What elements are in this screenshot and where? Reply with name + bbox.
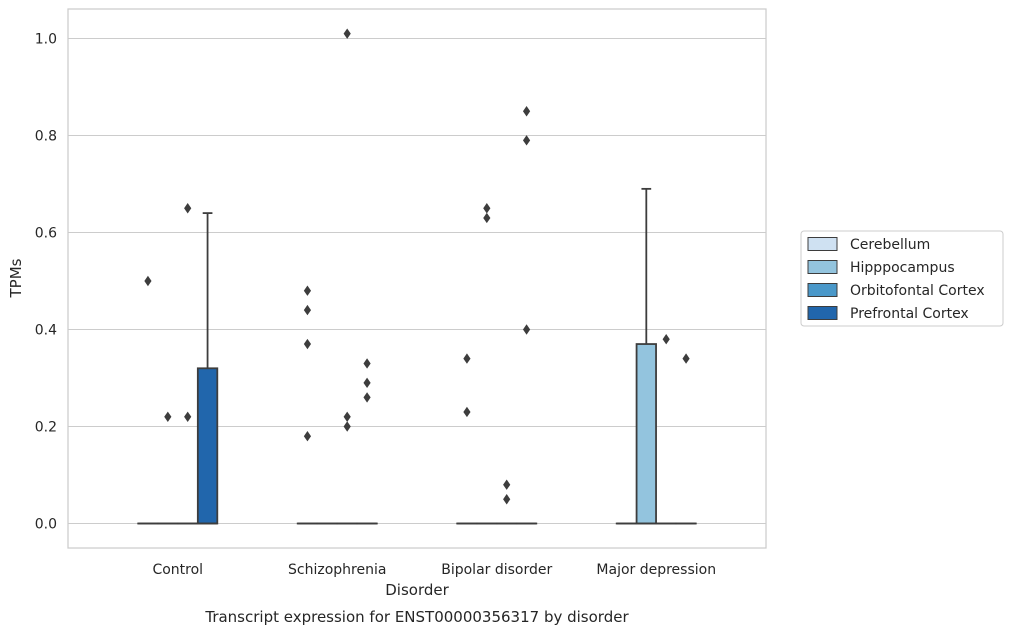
box-body bbox=[635, 343, 657, 525]
y-tick-label: 0.6 bbox=[35, 226, 57, 242]
legend-entry-label: Prefrontal Cortex bbox=[850, 306, 969, 322]
legend-entry-label: Cerebellum bbox=[850, 237, 930, 253]
box-orbitofontal-cortex bbox=[655, 334, 677, 525]
y-tick-label: 0.2 bbox=[35, 420, 57, 436]
box-body bbox=[196, 367, 219, 525]
box-orbitofontal-cortex bbox=[177, 203, 199, 525]
y-axis-label: TPMs bbox=[7, 258, 25, 298]
outlier-point bbox=[343, 411, 351, 422]
outlier-point bbox=[184, 411, 192, 422]
legend-swatch bbox=[807, 260, 838, 274]
outlier-point bbox=[303, 431, 312, 442]
outlier-point bbox=[164, 411, 172, 422]
legend-entry-label: Orbitofontal Cortex bbox=[850, 283, 985, 299]
y-tick-label: 0.8 bbox=[35, 129, 57, 145]
box-prefrontal-cortex bbox=[356, 358, 378, 525]
box-hipppocampus bbox=[635, 187, 657, 525]
box-cerebellum bbox=[456, 353, 478, 525]
chart-caption: Transcript expression for ENST0000035631… bbox=[204, 608, 629, 626]
outlier-point bbox=[363, 358, 371, 369]
box-prefrontal-cortex bbox=[196, 212, 219, 525]
outlier-point bbox=[522, 106, 531, 117]
tick-labels: 0.0 0.2 0.4 0.6 0.8 1.0 Control Schizophrenia Bi… bbox=[35, 32, 716, 579]
legend-swatch bbox=[807, 283, 838, 297]
box-hipppocampus bbox=[157, 411, 179, 525]
outlier-point bbox=[303, 285, 312, 296]
box-orbitofontal-cortex bbox=[336, 28, 358, 525]
y-tick-label: 0.4 bbox=[35, 323, 57, 339]
outlier-point bbox=[522, 324, 531, 335]
x-tick-label: Bipolar disorder bbox=[441, 562, 552, 578]
outlier-point bbox=[682, 353, 690, 364]
box-prefrontal-cortex bbox=[515, 106, 538, 525]
outlier-point bbox=[343, 421, 351, 432]
gridlines bbox=[68, 37, 766, 525]
outlier-point bbox=[363, 377, 371, 389]
legend-frame bbox=[800, 230, 1004, 327]
outlier-point bbox=[522, 135, 531, 146]
outlier-point bbox=[144, 275, 152, 287]
x-tick-label: Schizophrenia bbox=[288, 562, 386, 578]
box-cerebellum bbox=[137, 275, 159, 525]
legend: Cerebellum Hipppocampus Orbitofontal Corte… bbox=[800, 230, 1004, 327]
y-tick-label: 0.0 bbox=[35, 517, 57, 533]
outlier-point bbox=[303, 304, 312, 316]
outlier-point bbox=[483, 203, 491, 214]
outlier-point bbox=[363, 392, 371, 403]
outlier-point bbox=[463, 406, 471, 418]
outlier-point bbox=[303, 338, 312, 350]
y-tick-label: 1.0 bbox=[35, 32, 57, 48]
box-marks bbox=[137, 28, 697, 525]
box-cerebellum bbox=[296, 285, 319, 525]
box-orbitofontal-cortex bbox=[496, 479, 518, 525]
legend-entry-label: Hipppocampus bbox=[850, 260, 955, 276]
outlier-point bbox=[343, 28, 351, 39]
plot-area-frame bbox=[67, 8, 767, 549]
legend-swatch bbox=[807, 237, 838, 251]
legend-swatch bbox=[807, 306, 838, 320]
outlier-point bbox=[184, 203, 192, 214]
outlier-point bbox=[463, 353, 471, 364]
x-tick-label: Major depression bbox=[596, 562, 716, 578]
outlier-point bbox=[503, 494, 511, 505]
outlier-point bbox=[483, 212, 491, 224]
box-hipppocampus bbox=[476, 203, 498, 525]
x-tick-label: Control bbox=[152, 562, 203, 578]
x-axis-label: Disorder bbox=[385, 581, 449, 599]
outlier-point bbox=[662, 334, 670, 345]
box-prefrontal-cortex bbox=[675, 353, 697, 525]
outlier-point bbox=[503, 479, 511, 490]
